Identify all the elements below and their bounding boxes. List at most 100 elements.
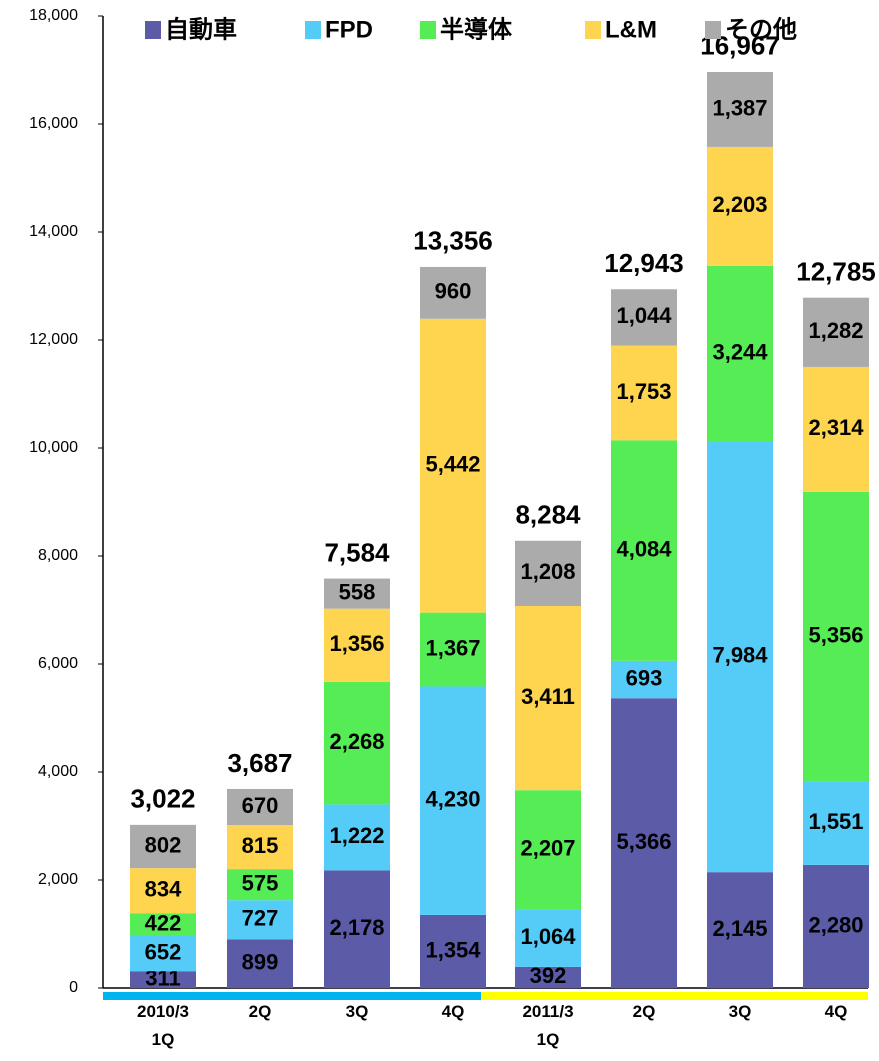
legend-swatch: [705, 21, 721, 39]
segment-label: 2,178: [329, 915, 384, 940]
segment-label: 652: [145, 939, 182, 964]
bar-segment: [324, 681, 390, 805]
y-tick-label: 14,000: [29, 223, 78, 240]
bar-segment: [420, 686, 486, 915]
segment-label: 1,208: [520, 559, 575, 584]
segment-label: 3,244: [712, 339, 768, 364]
bar-segment: [420, 914, 486, 988]
segment-label: 3,411: [521, 684, 575, 709]
bar-segment: [803, 297, 869, 367]
legend-label: 半導体: [440, 15, 513, 43]
segment-label: 4,230: [425, 786, 480, 811]
bar-segment: [611, 289, 677, 346]
total-label: 12,785: [796, 256, 876, 286]
segment-label: 1,354: [425, 937, 481, 962]
legend-label: L&M: [605, 16, 657, 43]
segment-label: 1,222: [329, 823, 384, 848]
bar-segment: [227, 939, 293, 988]
segment-label: 960: [435, 279, 472, 304]
y-tick-label: 18,000: [29, 7, 78, 24]
segment-label: 1,282: [808, 318, 863, 343]
segment-label: 2,268: [329, 729, 384, 754]
legend-swatch: [145, 21, 161, 39]
bar-segment: [515, 540, 581, 607]
bar-segment: [130, 971, 196, 988]
bar-segment: [420, 612, 486, 687]
bar-segment: [324, 578, 390, 609]
bar-segment: [707, 146, 773, 266]
segment-label: 5,442: [425, 452, 480, 477]
legend-label: FPD: [325, 16, 373, 43]
x-tick-label: 2011/3 1Q: [522, 1002, 573, 1049]
legend-swatch: [305, 21, 321, 39]
total-label: 13,356: [413, 226, 493, 256]
segment-label: 802: [145, 832, 182, 857]
bar-segment: [130, 913, 196, 936]
bar-segment: [803, 864, 869, 988]
segment-label: 834: [145, 877, 182, 902]
segment-label: 4,084: [616, 536, 672, 561]
bar-segment: [611, 660, 677, 699]
y-tick-label: 2,000: [38, 871, 78, 888]
bar-segment: [611, 345, 677, 441]
y-tick-label: 12,000: [29, 331, 78, 348]
bar-segment: [324, 870, 390, 988]
bar-segment: [515, 606, 581, 791]
x-tick-label: 4Q: [442, 1002, 465, 1021]
bar-segment: [324, 608, 390, 682]
legend-label: その他: [725, 16, 797, 43]
x-tick-label: 3Q: [729, 1002, 752, 1021]
segment-label: 670: [242, 793, 279, 818]
bar-segment: [707, 71, 773, 147]
x-tick-label: 2Q: [633, 1002, 656, 1021]
segment-label: 693: [626, 665, 663, 690]
legend-swatch: [420, 21, 436, 39]
bar-segment: [515, 909, 581, 967]
legend-swatch: [585, 21, 601, 39]
bar-segment: [803, 781, 869, 865]
segment-label: 422: [145, 910, 182, 935]
total-label: 8,284: [515, 500, 581, 530]
segment-label: 899: [242, 950, 279, 975]
segment-label: 7,984: [712, 642, 768, 667]
segment-label: 392: [530, 963, 567, 988]
bar-segment: [707, 265, 773, 442]
segment-label: 2,145: [712, 916, 767, 941]
x-tick-label: 3Q: [346, 1002, 369, 1021]
segment-label: 1,064: [520, 924, 576, 949]
y-tick-label: 4,000: [38, 763, 78, 780]
segment-label: 1,044: [616, 303, 672, 328]
y-tick-label: 0: [69, 979, 78, 996]
x-tick-label: 2010/3 1Q: [137, 1002, 189, 1049]
segment-label: 1,753: [616, 379, 671, 404]
total-label: 7,584: [324, 537, 390, 567]
segment-label: 558: [339, 579, 376, 604]
bar-segment: [611, 698, 677, 988]
bar-segment: [707, 441, 773, 873]
bar-segment: [707, 872, 773, 988]
y-tick-label: 8,000: [38, 547, 78, 564]
bar-segment: [803, 366, 869, 492]
segment-label: 1,551: [808, 809, 863, 834]
bar-segment: [420, 266, 486, 319]
segment-label: 1,356: [329, 631, 384, 656]
total-label: 3,687: [227, 748, 292, 778]
bar-segment: [420, 318, 486, 613]
bar-segment: [130, 824, 196, 869]
segment-label: 5,356: [808, 622, 863, 647]
x-tick-label: 4Q: [825, 1002, 848, 1021]
y-tick-label: 6,000: [38, 655, 78, 672]
bar-segment: [803, 491, 869, 782]
segment-label: 2,203: [712, 192, 767, 217]
segment-label: 5,366: [616, 829, 671, 854]
segment-label: 727: [242, 906, 279, 931]
bar-segment: [611, 440, 677, 661]
bar-segment: [227, 900, 293, 940]
bar-segment: [227, 788, 293, 826]
bar-segment: [227, 869, 293, 901]
total-label: 12,943: [604, 248, 684, 278]
y-tick-label: 10,000: [29, 439, 78, 456]
segment-label: 575: [242, 870, 279, 895]
segment-label: 2,280: [808, 912, 863, 937]
